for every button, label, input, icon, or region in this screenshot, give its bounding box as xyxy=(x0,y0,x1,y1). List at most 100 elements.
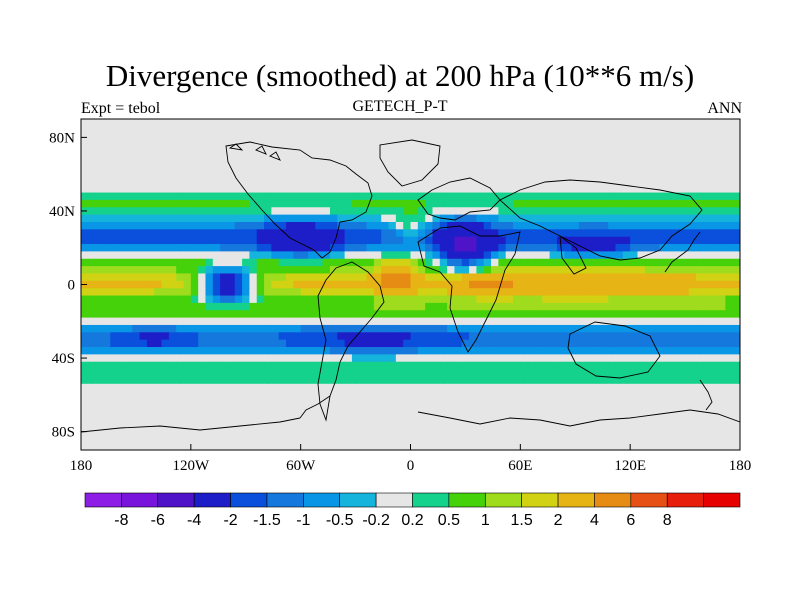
field-cell xyxy=(447,317,456,326)
field-cell xyxy=(373,324,382,333)
field-cell xyxy=(110,332,119,341)
field-cell xyxy=(710,185,719,194)
field-cell xyxy=(227,405,236,414)
field-cell xyxy=(615,295,624,304)
field-cell xyxy=(703,288,712,297)
field-cell xyxy=(344,119,353,127)
field-cell xyxy=(124,376,133,385)
field-cell xyxy=(498,420,507,429)
field-cell xyxy=(498,192,507,201)
field-cell xyxy=(102,383,111,392)
field-cell xyxy=(556,339,565,348)
field-cell xyxy=(578,251,587,260)
field-cell xyxy=(439,163,448,172)
field-cell xyxy=(359,405,368,414)
field-cell xyxy=(117,133,126,142)
field-cell xyxy=(410,126,419,135)
field-cell xyxy=(622,133,631,142)
field-cell xyxy=(491,177,499,186)
field-cell xyxy=(725,391,734,400)
field-cell xyxy=(578,398,587,407)
field-cell xyxy=(146,427,155,436)
field-cell xyxy=(154,442,163,450)
field-cell xyxy=(447,155,456,164)
field-cell xyxy=(403,163,412,172)
field-cell xyxy=(381,442,390,450)
colorbar-swatch xyxy=(484,492,522,508)
field-cell xyxy=(242,413,251,422)
field-cell xyxy=(81,435,89,444)
field-cell xyxy=(549,133,558,142)
field-cell xyxy=(286,310,294,319)
field-cell xyxy=(527,420,536,429)
field-cell xyxy=(586,126,595,135)
field-cell xyxy=(439,361,448,370)
field-cell xyxy=(417,214,426,223)
field-cell xyxy=(637,141,646,150)
field-cell xyxy=(234,214,243,223)
field-cell xyxy=(578,236,587,245)
field-cell xyxy=(469,347,477,355)
field-cell xyxy=(286,177,294,186)
colorbar-swatch xyxy=(412,492,450,508)
field-cell xyxy=(410,369,419,378)
field-cell xyxy=(483,398,492,407)
field-cell xyxy=(659,273,668,282)
field-cell xyxy=(498,119,507,127)
field-cell xyxy=(300,258,309,267)
field-cell xyxy=(381,280,390,289)
field-cell xyxy=(271,310,280,319)
field-cell xyxy=(278,427,287,436)
field-cell xyxy=(476,199,485,208)
field-cell xyxy=(644,141,653,150)
field-cell xyxy=(95,244,104,252)
field-cell xyxy=(366,310,375,319)
field-cell xyxy=(696,185,704,194)
field-cell xyxy=(461,133,470,142)
field-cell xyxy=(102,141,111,150)
field-cell xyxy=(205,413,214,422)
field-cell xyxy=(410,332,419,341)
field-cell xyxy=(132,126,141,135)
field-cell xyxy=(351,369,360,378)
field-cell xyxy=(117,177,126,186)
field-cell xyxy=(710,391,719,400)
x-tick-label: 0 xyxy=(407,458,415,474)
field-cell xyxy=(242,185,251,194)
field-cell xyxy=(249,413,258,422)
field-cell xyxy=(666,310,675,319)
field-cell xyxy=(373,141,382,150)
field-cell xyxy=(88,280,97,289)
field-cell xyxy=(388,199,397,208)
field-cell xyxy=(227,369,236,378)
field-cell xyxy=(718,126,726,135)
field-cell xyxy=(154,302,163,311)
field-cell xyxy=(498,266,507,275)
field-cell xyxy=(198,302,207,311)
field-cell xyxy=(571,347,580,355)
field-cell xyxy=(234,163,243,172)
field-cell xyxy=(139,273,148,282)
field-cell xyxy=(81,155,89,164)
field-cell xyxy=(439,302,448,311)
field-cell xyxy=(425,192,434,201)
field-cell xyxy=(659,199,668,208)
field-cell xyxy=(425,185,434,194)
field-cell xyxy=(146,398,155,407)
field-cell xyxy=(439,288,448,297)
colorbar-swatch xyxy=(303,492,341,508)
field-cell xyxy=(81,376,89,385)
field-cell xyxy=(344,427,353,436)
field-cell xyxy=(95,148,104,157)
field-cell xyxy=(732,258,740,267)
field-cell xyxy=(622,391,631,400)
field-cell xyxy=(271,199,280,208)
field-cell xyxy=(498,376,507,385)
field-cell xyxy=(564,207,573,216)
field-cell xyxy=(630,398,639,407)
field-cell xyxy=(300,155,309,164)
field-cell xyxy=(491,170,499,179)
field-cell xyxy=(600,288,609,297)
field-cell xyxy=(124,199,133,208)
field-cell xyxy=(571,354,580,363)
